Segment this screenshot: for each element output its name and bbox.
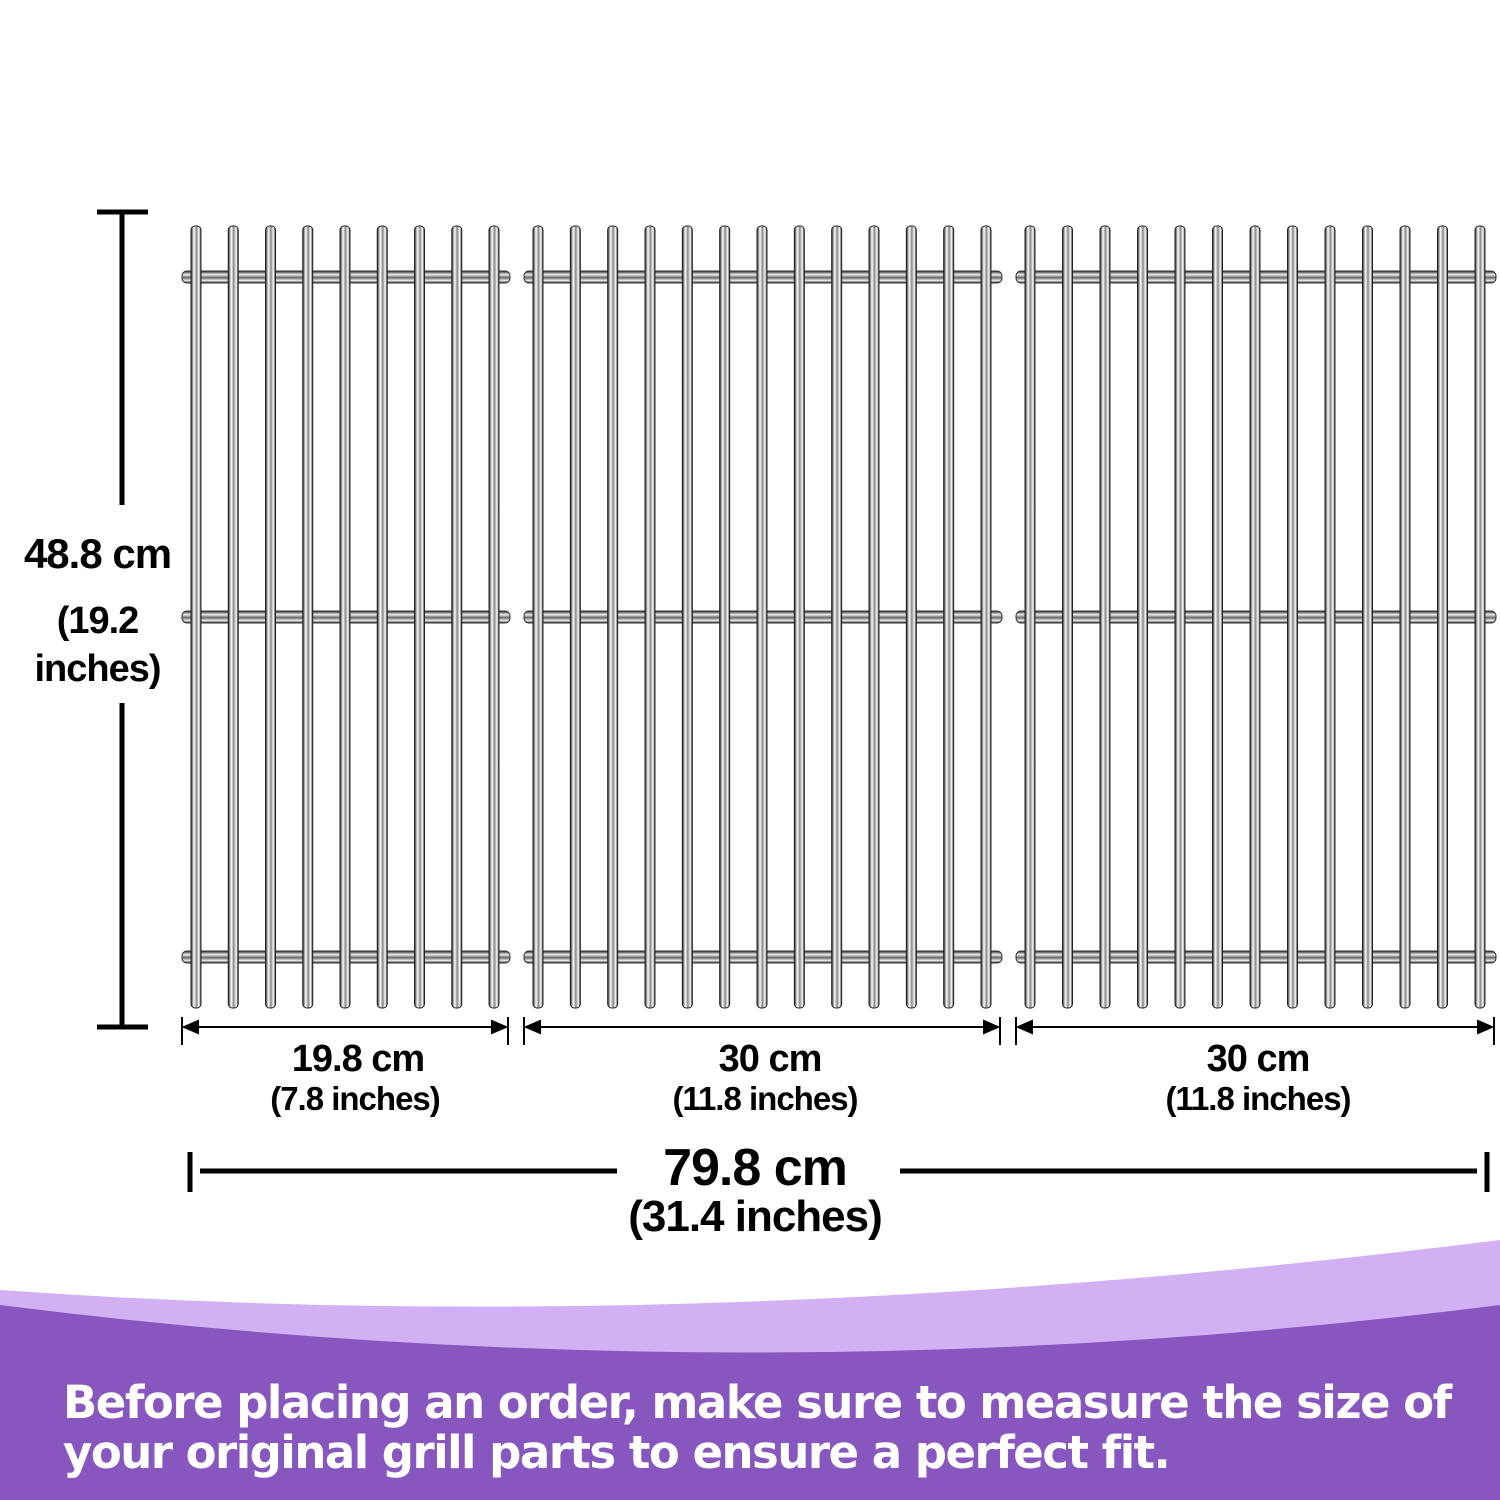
grate-1-width-inches: (7.8 inches) [270,1080,441,1117]
grate-3 [1015,225,1497,1009]
grate-rod [943,225,955,1009]
grate-rod [644,225,656,1009]
grate-3-width-inches: (11.8 inches) [1165,1080,1351,1117]
grate-rod [719,225,731,1009]
grate-rod [1324,225,1336,1009]
grate-rod [376,225,388,1009]
total-width-cm: 79.8 cm [663,1139,848,1197]
grate-rod [607,225,619,1009]
grate-rod [451,225,463,1009]
arrow-right-icon [491,1019,509,1035]
grate-1 [181,225,511,1009]
grate-3-width-cm: 30 cm [1206,1038,1311,1080]
height-inches-label-2: inches) [34,648,161,690]
grate-rod [1287,225,1298,1009]
grate-rod [1024,225,1036,1009]
grate-2 [523,225,1003,1009]
grate-rod [1437,225,1448,1009]
grate-rod [1249,225,1261,1009]
height-dimension-line [97,209,148,1030]
grate-rod [265,225,276,1009]
width-dimension-lines [181,1017,1495,1045]
arrow-left-icon [1015,1019,1033,1035]
grate-rod [532,225,544,1009]
grate-rod [1212,225,1223,1009]
grate-rod [1174,225,1186,1009]
grate-rod [488,225,500,1009]
grill-grates [181,225,1497,1009]
banner-background [0,1305,1500,1500]
grate-rod [569,225,581,1009]
grate-rod [414,225,425,1009]
grate-rod [793,225,805,1009]
grate-rod [1362,225,1373,1009]
height-cm-label: 48.8 cm [23,530,172,577]
grate-rod [1399,225,1411,1009]
grate-rod [302,225,314,1009]
grate-2-width-cm: 30 cm [718,1038,823,1080]
arrow-right-icon [1477,1019,1495,1035]
grate-rod [831,225,843,1009]
height-inches-label-1: (19.2 [56,600,140,642]
grate-rod [227,225,239,1009]
grate-rod [681,225,693,1009]
total-width-line [187,1152,1490,1192]
grate-rod [1062,225,1073,1009]
grate-rod [1474,225,1486,1009]
arrow-left-icon [181,1019,199,1035]
arrow-left-icon [523,1019,541,1035]
grate-rod [190,225,202,1009]
grate-rod [1099,225,1111,1009]
grate-rod [756,225,768,1009]
grate-rod [1137,225,1148,1009]
grate-rod [980,225,992,1009]
grate-2-width-inches: (11.8 inches) [672,1080,858,1117]
grate-1-width-cm: 19.8 cm [291,1038,425,1080]
total-width-inches: (31.4 inches) [628,1192,883,1241]
arrow-right-icon [983,1019,1001,1035]
banner-message: Before placing an order, make sure to me… [63,1376,1452,1479]
grate-rod [339,225,351,1009]
grate-rod [905,225,917,1009]
grate-rod [868,225,880,1009]
